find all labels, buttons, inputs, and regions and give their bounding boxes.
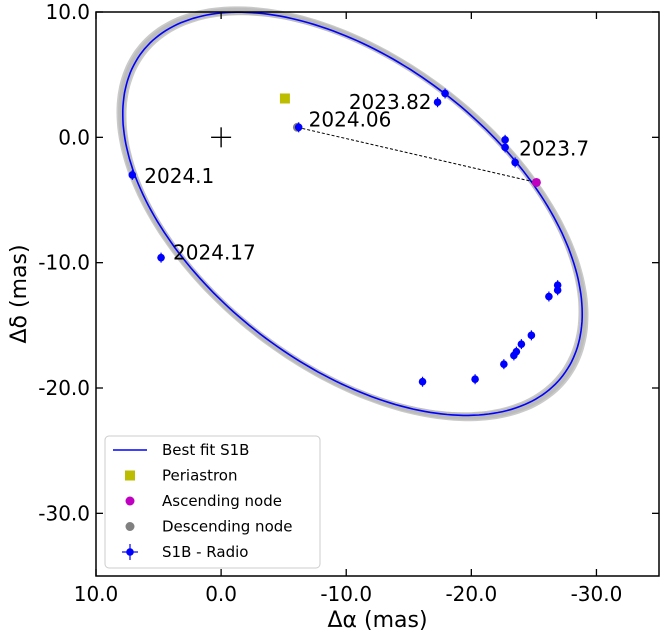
y-tick-label: 10.0 [45,0,90,24]
epoch-label: 2023.7 [519,137,589,161]
legend-box [104,435,321,569]
data-points-layer [128,88,562,387]
radio-data-point [418,377,427,386]
orbit-fit-layer [122,11,583,417]
best-fit-orbit-line [122,11,583,417]
radio-data-point [500,360,508,368]
radio-data-point [471,375,479,384]
line-of-nodes-layer [211,126,537,183]
radio-data-point [441,89,449,98]
legend-swatch-square [125,470,135,481]
x-tick-label: -10.0 [320,582,372,606]
legend-entry-label: Ascending node [162,492,282,510]
radio-data-point [501,136,509,144]
radio-data-point [128,171,137,179]
x-axis-label: Δα (mas) [327,608,427,633]
legend-swatch-circle [125,496,135,506]
epoch-label: 2024.06 [309,107,392,131]
radio-data-point [527,331,536,340]
line-of-nodes [297,126,537,183]
legend-entry-label: S1B - Radio [162,543,248,561]
legend-entry-label: Descending node [162,518,293,536]
y-tick-label: -10.0 [38,251,90,275]
radio-data-point [294,123,303,132]
y-tick-label: 0.0 [58,125,90,149]
y-tick-label: -20.0 [38,376,90,400]
epoch-label: 2023.82 [349,90,432,114]
ascending-node-marker [531,177,541,187]
radio-data-point [517,340,526,348]
axis-ticks-layer: 10.0 0.0 -10.0 -20.0 -30.0 10.0 0.0 -10.0 -20.0 -… [38,0,659,606]
radio-data-point [511,158,519,167]
radio-data-point [433,98,442,107]
legend: Best fit S1B Periastron Ascending node Desc… [104,435,321,569]
x-tick-label: 0.0 [205,582,237,606]
legend-entry-label: Best fit S1B [162,441,249,459]
legend-swatch-point [126,548,134,556]
epoch-label: 2024.17 [173,241,256,265]
x-tick-label: 10.0 [74,582,119,606]
radio-data-point [501,143,509,152]
legend-entry-label: Periastron [162,467,237,485]
legend-swatch-circle [125,522,135,531]
epoch-label: 2024.1 [144,164,214,188]
y-axis-label: Δδ (mas) [7,244,32,343]
x-tick-label: -30.0 [571,582,623,606]
radio-data-point [553,286,562,295]
y-tick-label: -30.0 [38,501,90,525]
plot-frame [95,11,660,577]
radio-data-point [545,292,553,301]
x-tick-label: -20.0 [445,582,497,606]
radio-data-point [157,253,165,262]
periastron-marker [279,93,290,104]
radio-data-point [510,351,518,360]
